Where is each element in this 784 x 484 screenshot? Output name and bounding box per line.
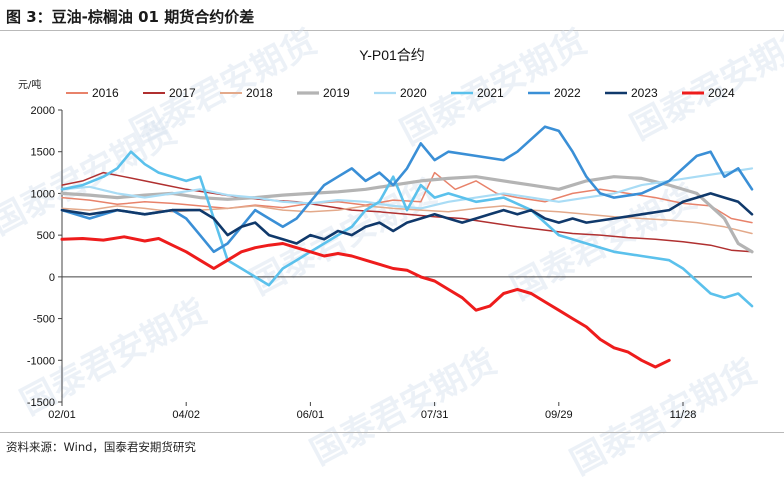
series-line-2023: [60, 192, 754, 245]
x-tick-label: 11/28: [670, 409, 697, 421]
y-tick-label: 500: [37, 230, 55, 242]
legend-label-2016: 2016: [92, 86, 119, 100]
legend-label-2022: 2022: [554, 86, 581, 100]
series-line-2024: [60, 235, 671, 369]
top-rule: [0, 30, 784, 31]
y-tick-label: -1500: [27, 397, 55, 409]
bottom-rule: [0, 432, 784, 433]
y-tick-label: -500: [33, 314, 55, 326]
series-line-2017: [61, 171, 753, 253]
line-chart: Y-P01合约 元/吨 2016 2017 2018 2019 2020 2021 2022…: [18, 47, 754, 421]
legend-label-2023: 2023: [631, 86, 658, 100]
legend-label-2024: 2024: [708, 86, 735, 100]
x-tick-label: 06/01: [297, 409, 325, 421]
legend: 2016 2017 2018 2019 2020 2021 2022 2023 2024: [66, 86, 735, 100]
x-tick-label: 04/02: [172, 409, 200, 421]
legend-label-2021: 2021: [477, 86, 504, 100]
y-tick-label: 2000: [31, 105, 55, 117]
source-note: 资料来源：Wind，国泰君安期货研究: [6, 440, 196, 454]
x-tick-label: 02/01: [48, 409, 76, 421]
x-tick-label: 07/31: [421, 409, 449, 421]
chart-title: Y-P01合约: [359, 47, 425, 63]
legend-label-2018: 2018: [246, 86, 273, 100]
y-tick-label: -1000: [27, 355, 55, 367]
legend-label-2019: 2019: [323, 86, 350, 100]
series-line-2021: [60, 150, 754, 308]
series-layer: [60, 125, 754, 369]
y-tick-label: 0: [49, 272, 55, 284]
axes: -1500 -1000 -500 0 500 1000 1500 2000 02/01 04/02…: [27, 105, 752, 421]
y-axis-label: 元/吨: [18, 78, 41, 91]
y-tick-label: 1500: [31, 147, 55, 159]
legend-label-2017: 2017: [169, 86, 196, 100]
series-line-2016: [61, 171, 753, 224]
legend-label-2020: 2020: [400, 86, 427, 100]
figure-title: 图 3：豆油-棕榈油 01 期货合约价差: [6, 8, 255, 26]
y-tick-label: 1000: [31, 188, 55, 200]
x-tick-label: 09/29: [545, 409, 573, 421]
series-line-2022: [60, 125, 754, 254]
